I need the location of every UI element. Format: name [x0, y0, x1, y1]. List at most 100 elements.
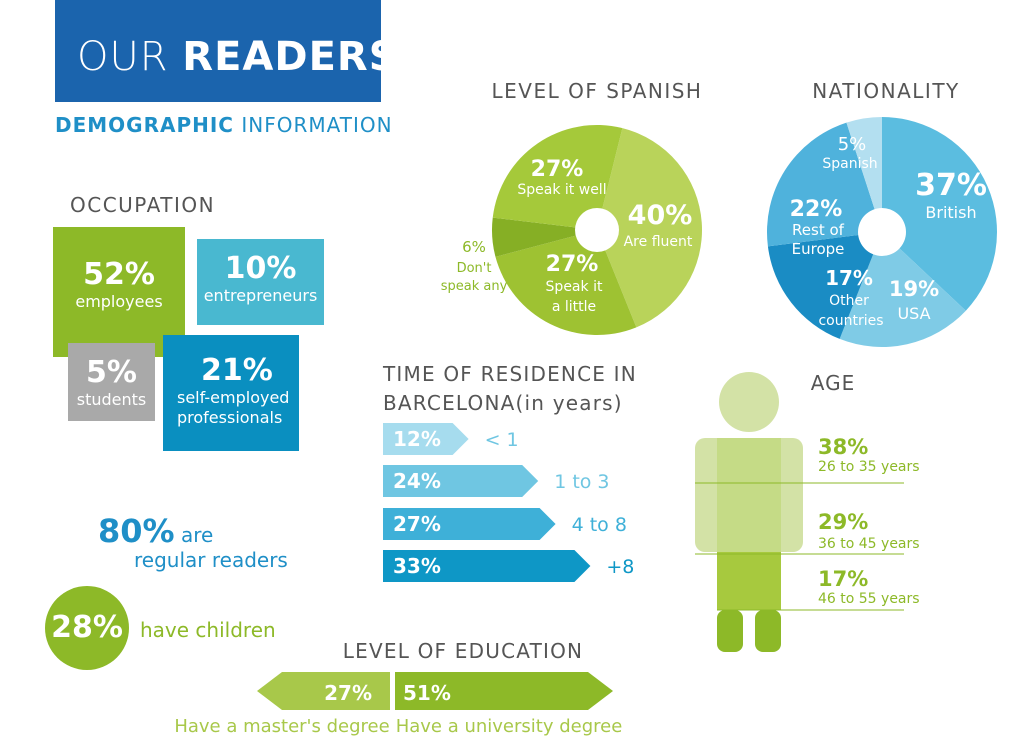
- figure-left-leg: [717, 610, 743, 652]
- nat-europe-label2: Europe: [792, 240, 845, 258]
- residence-pct-2: 27%: [393, 512, 441, 536]
- figure-torso: [717, 438, 781, 552]
- spanish-slice-0: [597, 128, 703, 328]
- nationality-title: NATIONALITY: [812, 79, 960, 103]
- children-circle: 28%: [45, 586, 129, 670]
- occupation-entrepreneurs-pct: 10%: [224, 251, 297, 286]
- nat-british-pct: 37%: [915, 168, 987, 203]
- occupation-self-employed-pct: 21%: [201, 353, 273, 388]
- spanish-little-label1: Speak it: [546, 279, 603, 295]
- nationality-slice-3: [766, 122, 882, 247]
- spanish-title: LEVEL OF SPANISH: [492, 79, 703, 103]
- age-2-label: 36 to 45 years: [818, 536, 920, 552]
- nationality-pie: [766, 117, 997, 347]
- spanish-dont-label2: speak any: [441, 279, 508, 294]
- occupation-students-label: students: [76, 390, 147, 409]
- residence-bar-3: [383, 550, 591, 582]
- occupation-employees: 52% employees: [53, 227, 185, 357]
- nationality-slice-2: [767, 232, 882, 339]
- figure-right-leg: [755, 610, 781, 652]
- nationality-hole: [858, 208, 906, 256]
- nationality-slice-1: [839, 232, 966, 347]
- education-university-bar: [395, 672, 613, 710]
- spanish-slice-3: [492, 125, 623, 230]
- regular-readers: 80% are: [98, 512, 213, 550]
- education-university-label: Have a university degree: [396, 716, 623, 737]
- spanish-fluent-label: Are fluent: [624, 234, 693, 250]
- subtitle: DEMOGRAPHIC INFORMATION: [55, 113, 393, 137]
- residence-bar-2: [383, 508, 556, 540]
- nat-british-label: British: [925, 203, 976, 222]
- age-3-label: 46 to 55 years: [818, 591, 920, 607]
- nat-europe-pct: 22%: [790, 197, 843, 222]
- education-title: LEVEL OF EDUCATION: [343, 639, 583, 663]
- nat-europe-label1: Rest of: [792, 221, 845, 239]
- nat-usa-pct: 19%: [889, 277, 939, 301]
- residence-pct-3: 33%: [393, 554, 441, 578]
- education-master-bar: [257, 672, 390, 710]
- nat-other-label1: Other: [829, 293, 869, 309]
- residence-cat-2: 4 to 8: [572, 514, 627, 536]
- education-university-pct: 51%: [403, 681, 451, 705]
- figure-hips: [717, 552, 781, 610]
- education-master-pct: 27%: [324, 681, 372, 705]
- title-light: OUR: [77, 34, 169, 80]
- occupation-students-pct: 5%: [86, 355, 137, 390]
- education-master-label: Have a master's degree: [174, 716, 389, 737]
- nationality-slice-4: [846, 117, 882, 232]
- occupation-title: OCCUPATION: [70, 193, 216, 217]
- title-bold: READERS: [182, 34, 399, 80]
- occupation-self-employed-label1: self-employed: [177, 388, 290, 407]
- occupation-employees-pct: 52%: [83, 257, 155, 292]
- occupation-employees-label: employees: [75, 292, 163, 311]
- occupation-self-employed-label2: professionals: [177, 408, 283, 427]
- spanish-fluent-pct: 40%: [628, 200, 693, 231]
- nat-spanish-label: Spanish: [822, 156, 877, 172]
- residence-cat-0: < 1: [485, 429, 519, 451]
- residence-title1: TIME OF RESIDENCE IN: [382, 362, 637, 386]
- residence-cat-1: 1 to 3: [554, 471, 609, 493]
- age-2-pct: 29%: [818, 510, 868, 534]
- residence-cat-3: +8: [606, 556, 634, 578]
- figure-head: [719, 372, 779, 432]
- spanish-dont-pct: 6%: [462, 238, 486, 256]
- nat-spanish-pct: 5%: [838, 134, 867, 155]
- age-1-label: 26 to 35 years: [818, 459, 920, 475]
- age-1-pct: 38%: [818, 435, 868, 459]
- occupation-entrepreneurs: 10% entrepreneurs: [197, 239, 324, 325]
- occupation-self-employed: 21% self-employed professionals: [163, 335, 299, 451]
- title-box: OUR READERS: [55, 0, 397, 102]
- page-title: OUR READERS: [77, 34, 399, 80]
- spanish-slice-2: [492, 217, 597, 257]
- spanish-well-pct: 27%: [531, 157, 584, 182]
- spanish-hole: [575, 208, 619, 252]
- nat-usa-label: USA: [897, 304, 930, 323]
- subtitle-light: INFORMATION: [241, 113, 393, 137]
- regular-readers-label: regular readers: [134, 548, 288, 572]
- age-3-pct: 17%: [818, 567, 868, 591]
- spanish-little-pct: 27%: [546, 252, 599, 277]
- regular-readers-are: are: [180, 523, 214, 547]
- nat-other-pct: 17%: [825, 266, 873, 290]
- nat-other-label2: countries: [818, 313, 883, 329]
- spanish-well-label: Speak it well: [517, 182, 606, 198]
- spanish-little-label2: a little: [552, 299, 596, 315]
- nationality-slice-0: [882, 117, 997, 311]
- residence-pct-1: 24%: [393, 469, 441, 493]
- spanish-pie: [492, 125, 703, 336]
- residence-pct-0: 12%: [393, 427, 441, 451]
- occupation-students: 5% students: [68, 343, 155, 421]
- age-figure: [695, 372, 904, 652]
- residence-bar-1: [383, 465, 539, 497]
- children-label: have children: [140, 618, 276, 642]
- residence-title2: BARCELONA(in years): [383, 391, 623, 415]
- spanish-slice-1: [495, 230, 637, 336]
- age-title: AGE: [811, 371, 855, 395]
- regular-readers-pct: 80%: [98, 512, 175, 550]
- residence-bars: 12% < 1 24% 1 to 3 27% 4 to 8 33% +8: [383, 423, 634, 582]
- spanish-dont-label1: Don't: [457, 261, 492, 276]
- subtitle-bold: DEMOGRAPHIC: [55, 113, 234, 137]
- residence-bar-0: [383, 423, 469, 455]
- occupation-entrepreneurs-label: entrepreneurs: [203, 286, 318, 305]
